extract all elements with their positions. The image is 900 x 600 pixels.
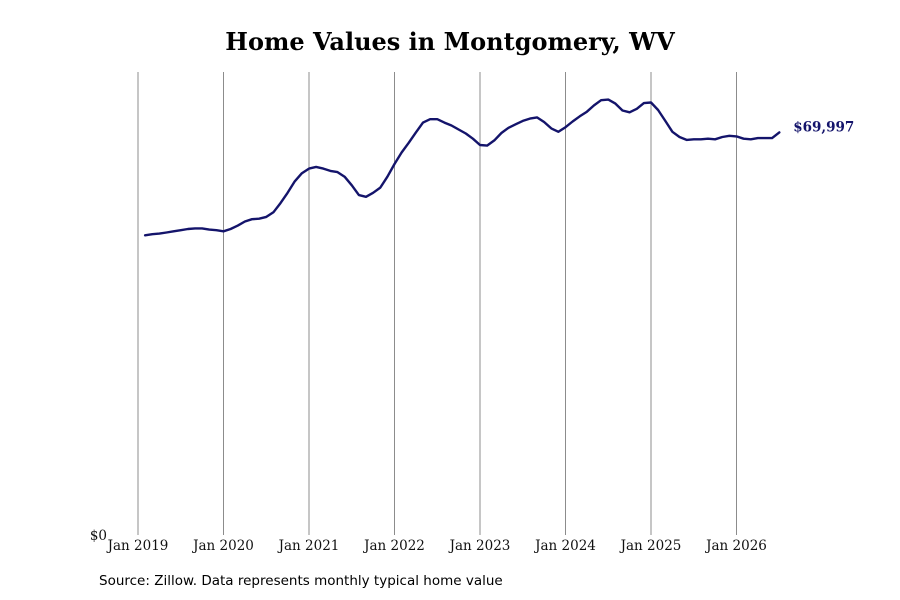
x-tick-label: Jan 2026 bbox=[704, 538, 767, 554]
series-layer bbox=[143, 98, 781, 237]
y-tick-label: $0 bbox=[90, 528, 107, 544]
x-tick-label: Jan 2022 bbox=[362, 538, 425, 554]
x-tick-label: Jan 2025 bbox=[619, 538, 682, 554]
x-tick-label: Jan 2024 bbox=[533, 538, 596, 554]
x-tick-label: Jan 2020 bbox=[191, 538, 254, 554]
end-value-label: $69,997 bbox=[793, 119, 854, 135]
series-line bbox=[143, 98, 781, 237]
x-tick-label: Jan 2019 bbox=[106, 538, 169, 554]
x-tick-label: Jan 2021 bbox=[277, 538, 340, 554]
x-tick-label: Jan 2023 bbox=[448, 538, 511, 554]
tick-labels: Jan 2019 Jan 2020 Jan 2021 Jan 2022 Jan 2023… bbox=[90, 119, 855, 554]
grid-lines bbox=[137, 72, 737, 535]
chart-title: Home Values in Montgomery, WV bbox=[225, 27, 675, 56]
source-note: Source: Zillow. Data represents monthly … bbox=[99, 573, 503, 589]
